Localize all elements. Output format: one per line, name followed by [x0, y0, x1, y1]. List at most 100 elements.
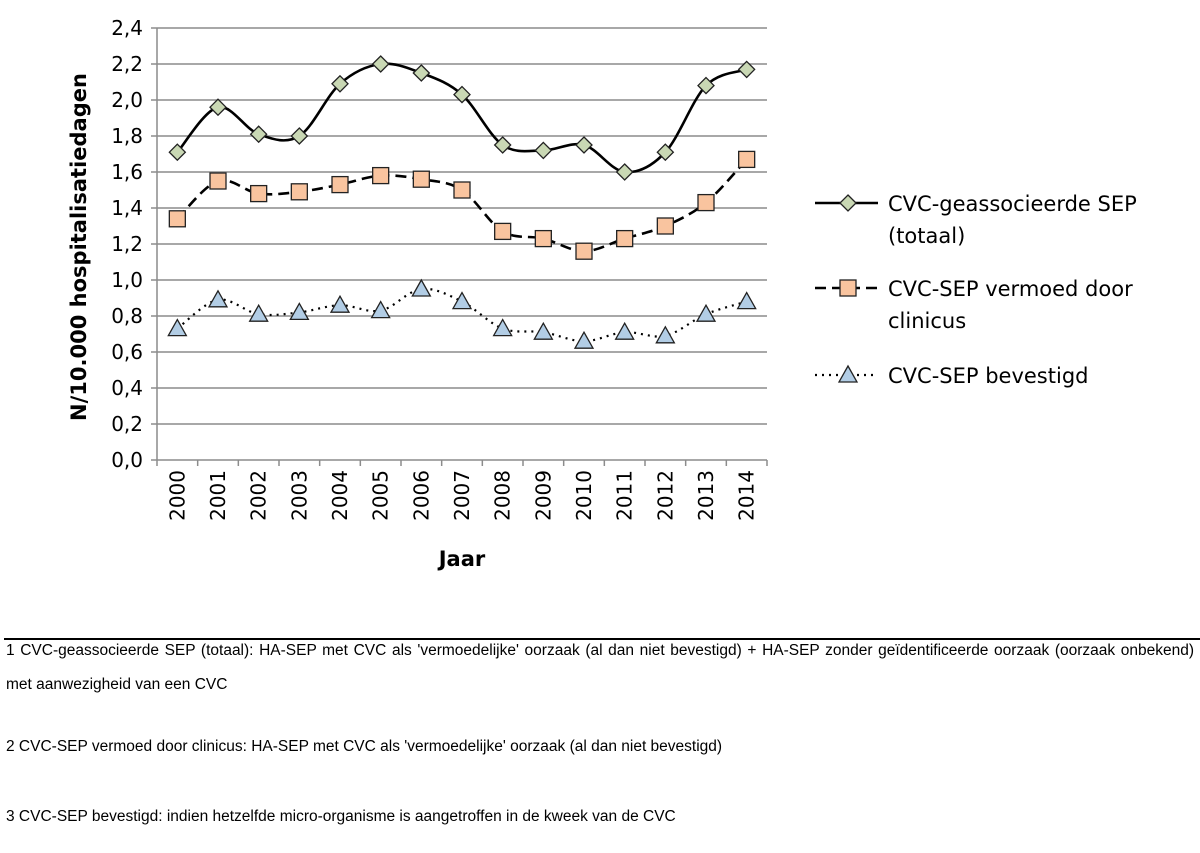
data-point: [453, 85, 471, 104]
data-point: [655, 325, 676, 344]
y-axis-title: N/10.000 hospitalisatiedagen: [67, 73, 91, 421]
x-tick-label: 2010: [572, 470, 596, 521]
data-point: [494, 222, 512, 241]
data-point: [411, 278, 432, 297]
data-point: [534, 229, 552, 248]
legend: CVC-geassocieerde SEP (totaal) CVC-SEP ver…: [815, 192, 1137, 388]
x-axis-title: Jaar: [437, 547, 486, 571]
data-point: [575, 242, 593, 260]
series-line: [176, 158, 748, 253]
legend-label: CVC-SEP vermoed door: [888, 277, 1133, 301]
axes: [151, 27, 768, 466]
data-point: [656, 217, 674, 235]
data-point: [371, 55, 390, 73]
data-point: [412, 64, 431, 82]
data-point: [534, 141, 553, 160]
data-point: [533, 321, 554, 340]
legend-label: CVC-geassocieerde SEP: [888, 192, 1137, 216]
y-tick-labels: 0,0 0,2 0,4 0,6 0,8 1,0 1,2 1,4 1,6 1,8 2,0 2,2 2,4: [111, 16, 143, 472]
y-tick-label: 0,2: [111, 412, 143, 436]
legend-label: (totaal): [888, 224, 965, 248]
y-tick-label: 2,4: [111, 16, 143, 40]
data-series: [167, 55, 757, 349]
data-point: [736, 291, 757, 310]
legend-label: clinicus: [888, 309, 966, 333]
data-point: [167, 318, 188, 337]
data-point: [616, 229, 634, 248]
x-tick-label: 2014: [735, 470, 759, 521]
x-tick-label: 2003: [287, 470, 311, 521]
series-1: [168, 55, 756, 181]
data-point: [412, 170, 430, 188]
y-tick-label: 1,8: [111, 124, 143, 148]
data-point: [248, 303, 269, 322]
x-tick-label: 2008: [491, 470, 515, 521]
x-tick-label: 2007: [450, 470, 474, 521]
data-point: [331, 175, 349, 194]
x-tick-label: 2000: [165, 470, 189, 521]
data-point: [168, 210, 186, 228]
data-point: [614, 321, 635, 340]
y-tick-label: 1,4: [111, 196, 143, 220]
data-point: [207, 289, 229, 308]
data-point: [372, 166, 390, 185]
data-point: [209, 98, 227, 117]
data-point: [575, 136, 593, 154]
data-point: [290, 127, 309, 145]
data-point: [697, 193, 715, 212]
legend-marker: [837, 364, 859, 383]
legend-item-3: CVC-SEP bevestigd: [815, 364, 1088, 388]
y-tick-label: 2,0: [111, 88, 143, 112]
data-point: [493, 136, 512, 154]
data-point: [370, 300, 391, 319]
data-point: [290, 183, 308, 201]
legend-label: CVC-SEP bevestigd: [888, 364, 1088, 388]
data-point: [329, 294, 351, 313]
data-point: [695, 303, 717, 322]
data-point: [453, 181, 471, 199]
data-point: [615, 163, 634, 181]
data-point: [573, 330, 595, 349]
series-2: [168, 150, 756, 260]
data-point: [168, 143, 187, 162]
legend-marker: [839, 279, 857, 297]
line-chart: 0,00,20,40,60,81,01,21,41,61,82,02,22,4 …: [67, 16, 1137, 571]
y-tick-label: 0,0: [111, 448, 143, 472]
y-tick-label: 0,6: [111, 340, 143, 364]
x-tick-label: 2012: [653, 470, 677, 521]
x-tick-label: 2005: [369, 470, 393, 521]
series-line: [176, 287, 747, 343]
data-point: [656, 143, 675, 162]
x-tick-label: 2011: [613, 470, 637, 521]
x-tick-label: 2006: [409, 470, 433, 521]
y-tick-label: 1,6: [111, 160, 143, 184]
x-tick-label: 2002: [247, 470, 271, 521]
data-point: [492, 318, 513, 337]
footnote-divider: [4, 638, 1200, 640]
data-point: [697, 76, 715, 95]
legend-marker: [839, 194, 857, 212]
gridlines: [157, 27, 767, 425]
footnote-3: 3 CVC-SEP bevestigd: indien hetzelfde mi…: [6, 808, 676, 825]
x-tick-label: 2013: [694, 470, 718, 521]
legend-item-1: CVC-geassocieerde SEP (totaal): [815, 192, 1137, 248]
y-tick-label: 1,2: [111, 232, 143, 256]
x-tick-label: 2009: [531, 470, 555, 521]
data-point: [331, 74, 349, 93]
x-tick-label: 2001: [206, 470, 230, 521]
x-tick-labels: 2000 2001 2002 2003 2004 2005 2006 2007 2008 2009…: [165, 470, 758, 521]
legend-item-2: CVC-SEP vermoed door clinicus: [815, 277, 1133, 333]
data-point: [451, 291, 473, 310]
data-point: [209, 172, 227, 190]
series-3: [167, 278, 757, 349]
y-tick-label: 1,0: [111, 268, 143, 292]
data-point: [250, 184, 268, 203]
data-point: [738, 150, 756, 169]
y-tick-label: 2,2: [111, 52, 143, 76]
data-point: [289, 302, 310, 321]
y-tick-label: 0,8: [111, 304, 143, 328]
data-point: [737, 60, 756, 79]
data-point: [249, 125, 268, 144]
footnote-1: 1 CVC-geassocieerde SEP (totaal): HA-SEP…: [6, 642, 1194, 693]
y-tick-label: 0,4: [111, 376, 143, 400]
